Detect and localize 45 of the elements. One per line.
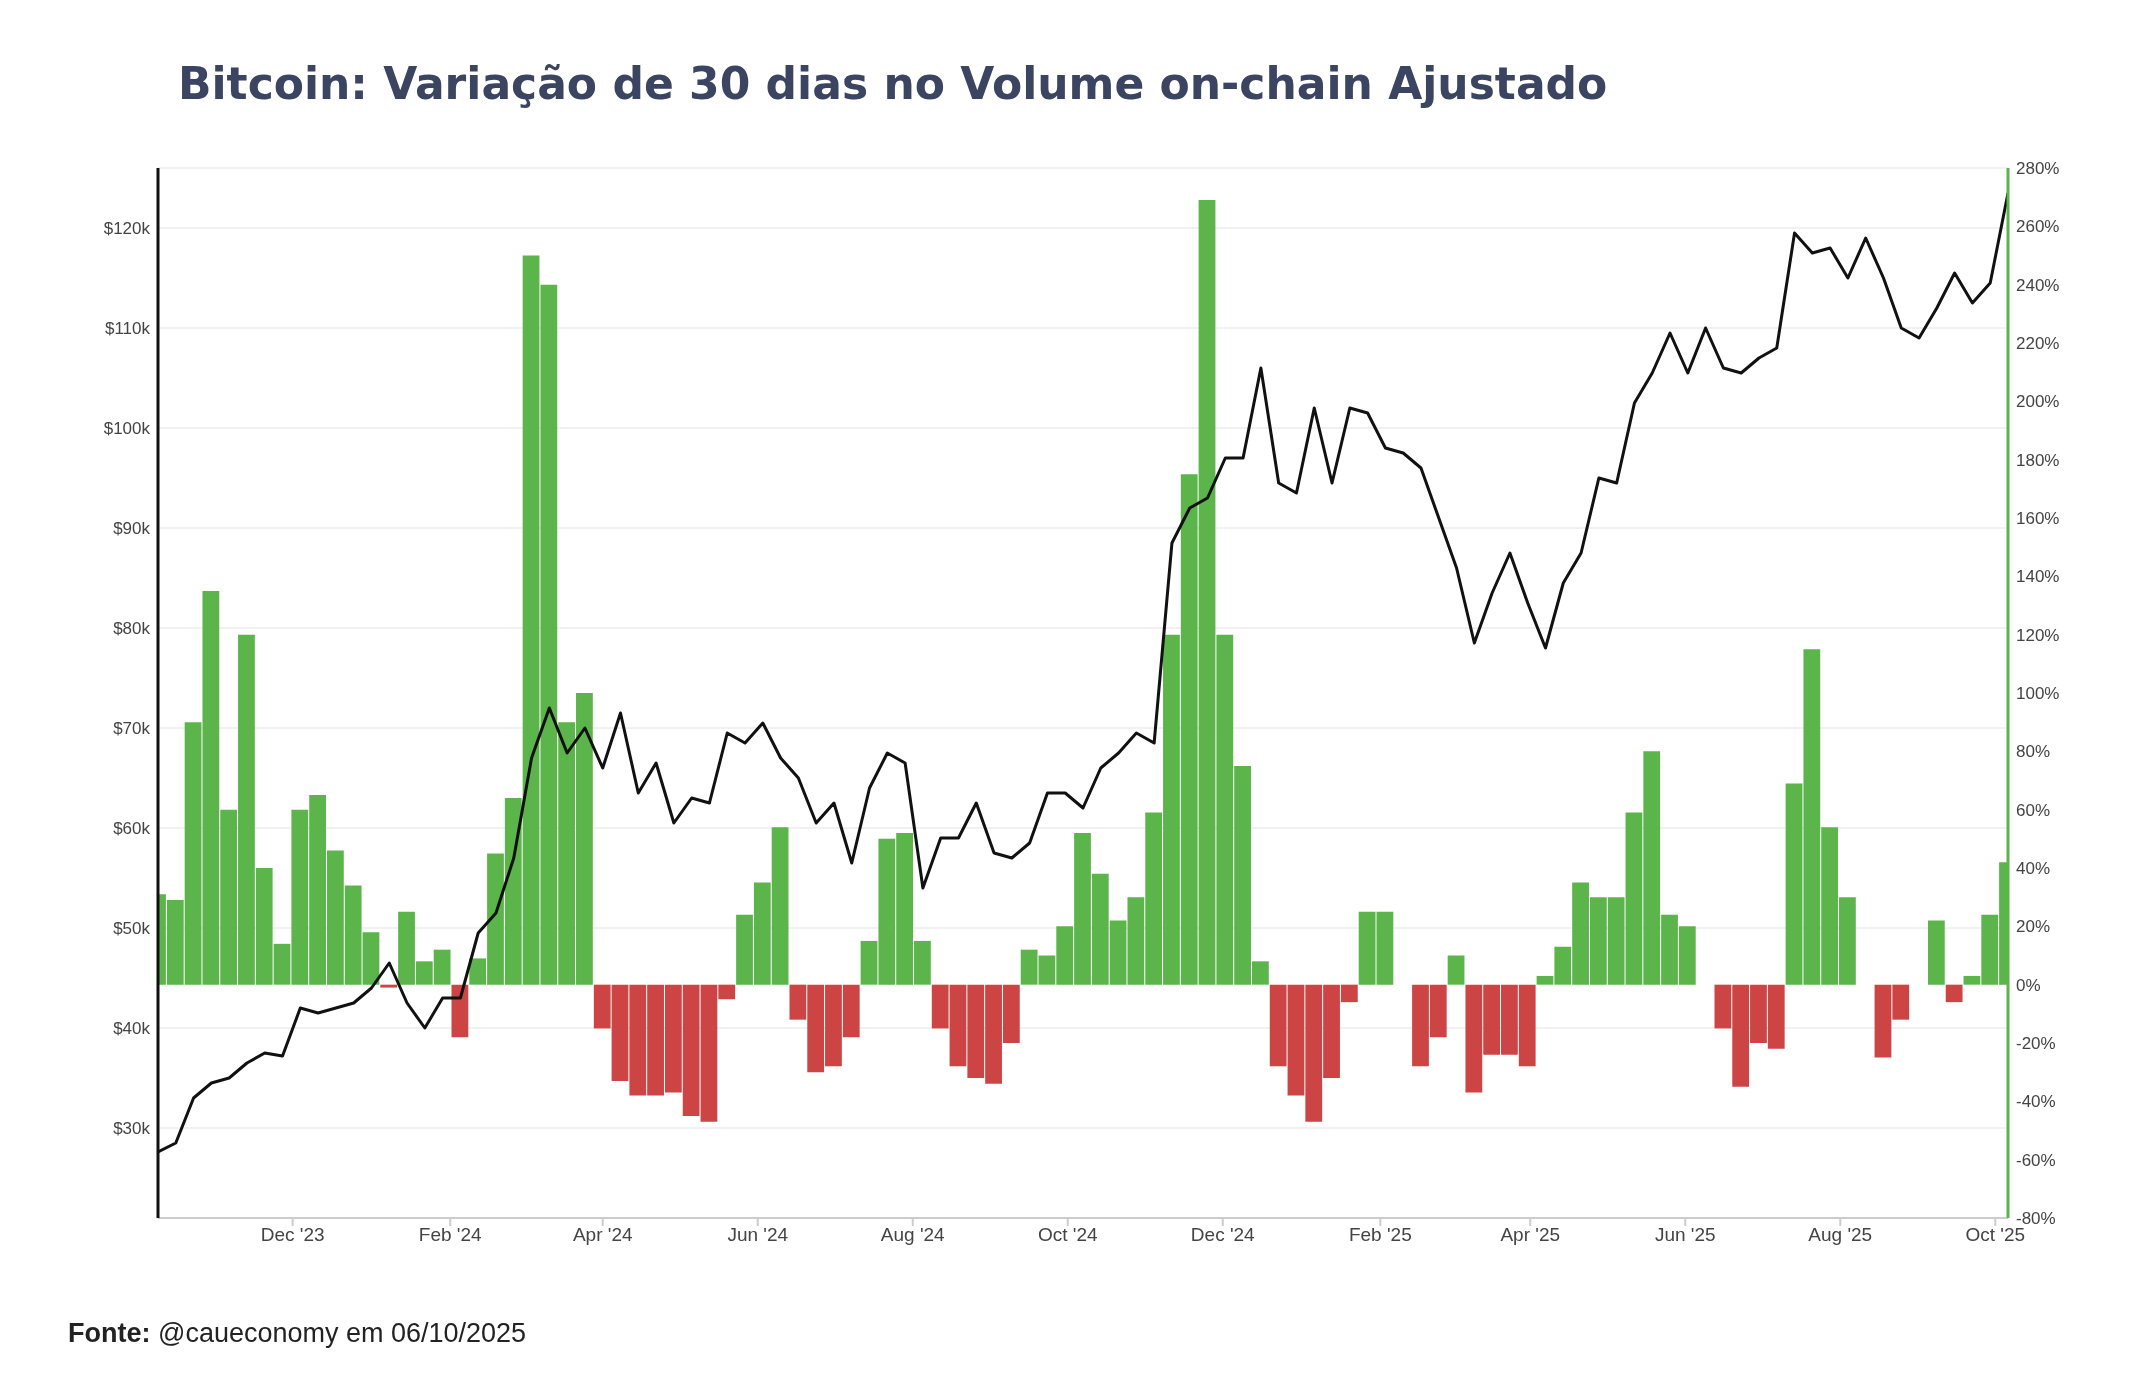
y2-tick-label: 0%: [2016, 975, 2041, 995]
x-tick-label: Jun '25: [1654, 1224, 1716, 1246]
y-tick-label: $60k: [113, 819, 151, 839]
y2-tick-label: -60%: [2016, 1150, 2056, 1170]
y2-tick-label: 100%: [2016, 684, 2060, 704]
x-tick-label: Aug '24: [880, 1224, 946, 1246]
x-tick-label: Apr '25: [1500, 1224, 1561, 1246]
x-tick-label: Feb '24: [418, 1224, 483, 1246]
y-tick-label: $80k: [113, 619, 151, 639]
x-tick-label: Apr '24: [572, 1224, 633, 1246]
source-note: Fonte: @caueconomy em 06/10/2025: [68, 1318, 528, 1349]
y2-tick-label: 240%: [2016, 275, 2060, 295]
y2-tick-label: 60%: [2016, 800, 2051, 820]
y2-tick-label: 40%: [2016, 859, 2051, 879]
y-tick-label: $70k: [113, 719, 151, 739]
y-tick-label: $110k: [104, 319, 151, 339]
y2-tick-label: 220%: [2016, 334, 2060, 354]
y2-tick-label: 160%: [2016, 509, 2060, 529]
x-tick-label: Feb '25: [1348, 1224, 1412, 1246]
y2-tick-label: 260%: [2016, 217, 2060, 237]
y-tick-label: $120k: [103, 219, 151, 239]
y-tick-label: $50k: [113, 919, 151, 939]
bar: [1945, 984, 1963, 1003]
bar: [1927, 920, 1945, 985]
y2-tick-label: -40%: [2016, 1092, 2056, 1112]
y-tick-label: $40k: [113, 1019, 151, 1039]
bar: [1447, 955, 1465, 985]
y2-tick-label: 280%: [2016, 159, 2060, 179]
x-tick-label: Dec '23: [260, 1224, 325, 1246]
x-tick-label: Jun '24: [727, 1224, 789, 1246]
y2-tick-label: 120%: [2016, 625, 2060, 645]
y2-tick-label: 140%: [2016, 567, 2060, 587]
y2-tick-label: -20%: [2016, 1034, 2056, 1054]
y-tick-label: $100k: [103, 419, 151, 439]
y2-tick-label: 80%: [2016, 742, 2051, 762]
y-tick-label: $90k: [113, 519, 151, 539]
chart-title: Bitcoin: Variação de 30 dias no Volume on-chain Ajustado: [177, 56, 1609, 111]
x-tick-label: Aug '25: [1808, 1224, 1873, 1246]
y2-tick-label: 180%: [2016, 450, 2060, 470]
y2-tick-label: 200%: [2016, 392, 2060, 412]
y-tick-label: $30k: [113, 1119, 151, 1139]
x-tick-label: Dec '24: [1190, 1224, 1256, 1246]
y2-tick-label: 20%: [2016, 917, 2051, 937]
bar: [380, 984, 398, 988]
x-tick-label: Oct '24: [1037, 1224, 1098, 1246]
